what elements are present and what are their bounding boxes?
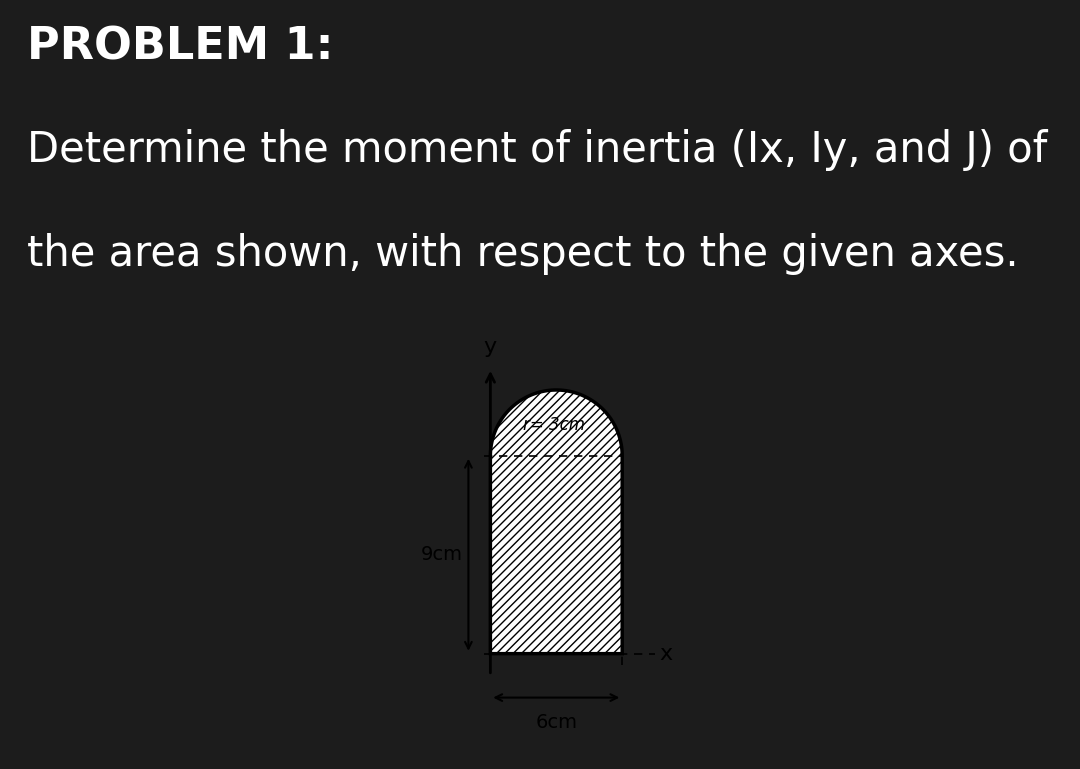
Text: y: y [484, 337, 497, 357]
Text: the area shown, with respect to the given axes.: the area shown, with respect to the give… [27, 232, 1018, 275]
Text: 6cm: 6cm [536, 713, 578, 732]
Text: x: x [660, 644, 673, 664]
Text: r= 3cm: r= 3cm [524, 416, 585, 434]
Text: 9cm: 9cm [421, 545, 463, 564]
Polygon shape [490, 390, 622, 654]
Text: Determine the moment of inertia (Ix, Iy, and J) of: Determine the moment of inertia (Ix, Iy,… [27, 129, 1048, 171]
Text: PROBLEM 1:: PROBLEM 1: [27, 26, 334, 69]
